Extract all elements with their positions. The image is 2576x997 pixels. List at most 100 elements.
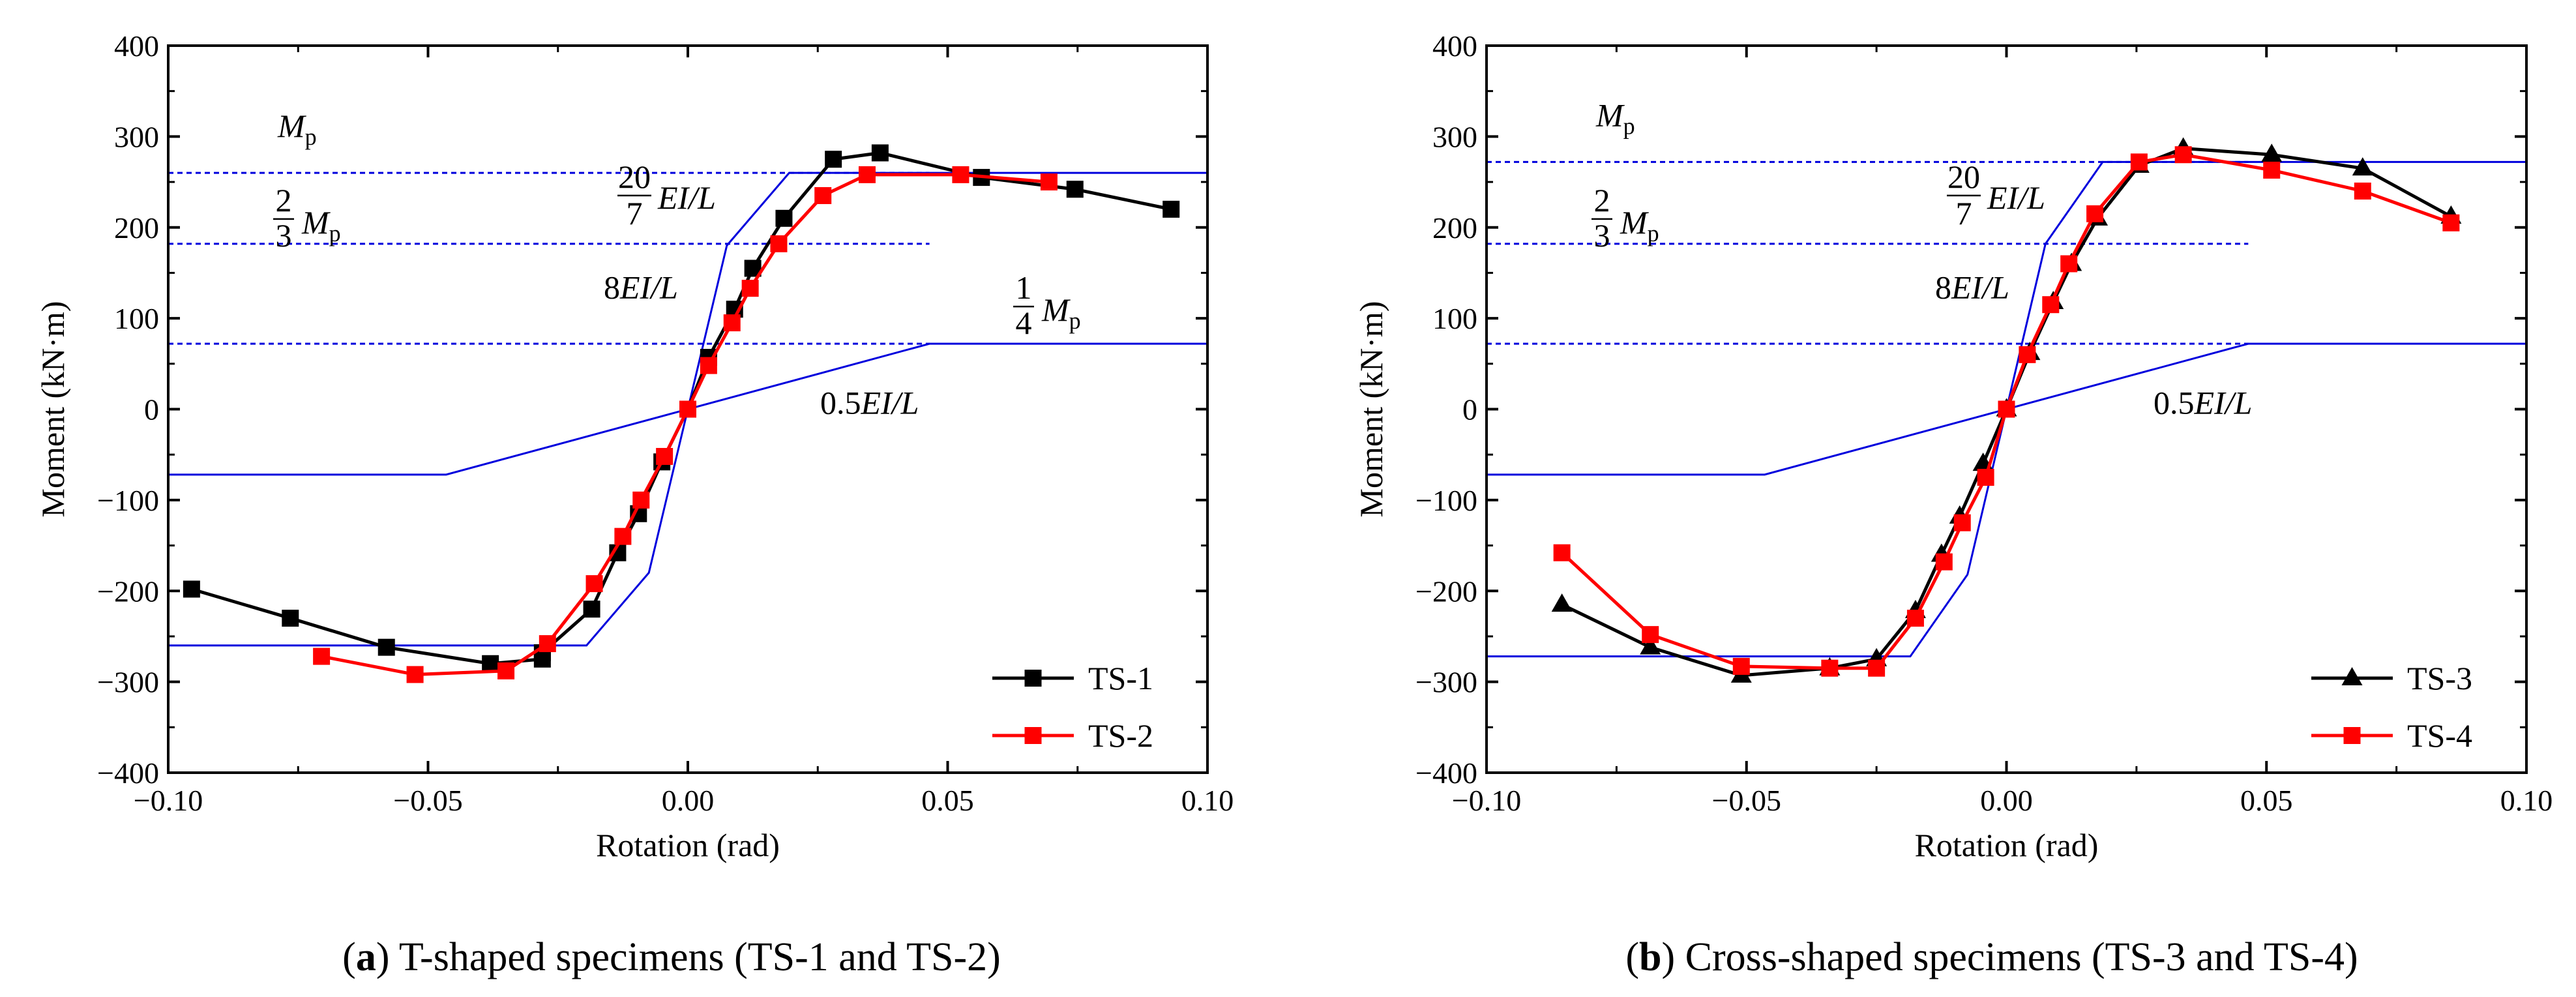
- data-point: [952, 166, 970, 183]
- y-tick-label: 300: [114, 120, 159, 153]
- data-point: [1821, 659, 1839, 677]
- data-point: [313, 647, 331, 665]
- data-point: [2352, 157, 2373, 176]
- data-point: [585, 575, 603, 593]
- data-point: [2019, 346, 2036, 363]
- data-point: [1906, 610, 1924, 627]
- x-tick-label: 0.00: [662, 784, 715, 817]
- data-point: [632, 491, 650, 509]
- legend-marker: [1024, 727, 1042, 744]
- mp-label: Mp: [1595, 97, 1635, 139]
- data-point: [2261, 143, 2283, 162]
- legend-marker: [2341, 667, 2363, 685]
- legend-marker: [1024, 670, 1042, 687]
- y-tick-label: 400: [114, 29, 159, 63]
- x-tick-label: 0.10: [1181, 784, 1234, 817]
- data-point: [539, 635, 556, 653]
- data-point: [2263, 161, 2281, 179]
- x-axis-title: Rotation (rad): [1915, 827, 2099, 863]
- data-point: [1162, 200, 1180, 218]
- y-tick-label: 200: [114, 211, 159, 245]
- y-tick-label: 100: [1432, 302, 1477, 335]
- data-point: [2130, 153, 2148, 171]
- quarter-mp-label: Mp: [1041, 291, 1081, 334]
- data-point: [1868, 659, 1886, 677]
- panel-caption: (b) Cross-shaped specimens (TS-3 and TS-…: [1625, 935, 2358, 979]
- fraction-denominator: 3: [1594, 217, 1610, 254]
- fraction-denominator: 7: [1956, 195, 1972, 231]
- data-point: [2354, 183, 2371, 200]
- chart-panel-a: −400 −300 −200 −100 0 100 200 300 400 −0.10 −0.05 0…: [35, 29, 1234, 979]
- fraction-denominator: 7: [627, 195, 643, 231]
- legend-label: TS-4: [2407, 717, 2472, 754]
- data-point: [1640, 636, 1661, 655]
- data-point: [1977, 469, 1994, 486]
- series-TS-2: [313, 166, 1058, 683]
- data-point: [1953, 514, 1971, 531]
- y-tick-label: −400: [1415, 756, 1477, 790]
- data-point: [282, 610, 299, 627]
- data-point: [614, 528, 632, 545]
- data-point: [741, 280, 759, 297]
- data-point: [378, 638, 395, 656]
- data-point: [871, 144, 889, 162]
- y-tick-label: 100: [114, 302, 159, 335]
- fraction-numerator: 1: [1016, 269, 1032, 306]
- data-point: [2042, 296, 2060, 314]
- legend: TS-3 TS-4: [2311, 660, 2472, 754]
- data-point: [1040, 173, 1058, 191]
- y-tick-label: −300: [97, 666, 159, 699]
- data-point: [2086, 205, 2104, 222]
- y-axis-title: Moment (kN·m): [1353, 301, 1389, 518]
- data-point: [1732, 657, 1750, 675]
- x-tick-label: 0.00: [1980, 784, 2033, 817]
- two-thirds-mp-label: Mp: [1620, 204, 1659, 246]
- data-point: [679, 400, 696, 418]
- legend-label: TS-2: [1088, 717, 1153, 754]
- y-tick-label: −200: [1415, 574, 1477, 608]
- half-ei-l-label: 0.5EI/L: [820, 384, 919, 421]
- data-point: [482, 655, 499, 672]
- data-point: [2442, 214, 2460, 231]
- fraction-denominator: 4: [1016, 305, 1032, 341]
- y-tick-label: −300: [1415, 666, 1477, 699]
- data-point: [497, 662, 515, 679]
- series-line: [321, 173, 1050, 676]
- x-tick-label: 0.05: [921, 784, 974, 817]
- data-point: [814, 186, 832, 204]
- y-tick-label: 0: [144, 393, 159, 426]
- data-point: [775, 209, 793, 227]
- y-tick-label: −400: [97, 756, 159, 790]
- half-ei-l-label: 0.5EI/L: [2154, 384, 2252, 421]
- data-point: [825, 151, 842, 168]
- data-point: [1642, 626, 1659, 644]
- data-point: [2060, 255, 2078, 273]
- legend-marker: [2343, 727, 2361, 744]
- twenty-sevenths-ei-l-label: EI/L: [657, 179, 716, 216]
- data-point: [723, 314, 741, 332]
- two-thirds-mp-label: Mp: [301, 204, 341, 246]
- fraction-numerator: 2: [276, 182, 292, 218]
- data-point: [770, 235, 788, 252]
- data-point: [583, 601, 600, 618]
- data-point: [183, 580, 200, 598]
- x-tick-label: 0.05: [2240, 784, 2293, 817]
- eight-ei-l-label: 8EI/L: [604, 269, 678, 305]
- data-point: [700, 357, 717, 374]
- legend: TS-1 TS-2: [992, 660, 1153, 754]
- data-point: [858, 166, 876, 183]
- mp-label: Mp: [277, 108, 317, 150]
- data-point: [1551, 593, 1573, 612]
- fraction-denominator: 3: [276, 217, 292, 254]
- y-axis-title: Moment (kN·m): [35, 301, 71, 518]
- panel-caption: (a) T-shaped specimens (TS-1 and TS-2): [342, 935, 1001, 979]
- y-tick-label: 0: [1462, 393, 1477, 426]
- x-tick-label: −0.10: [134, 784, 203, 817]
- x-axis-title: Rotation (rad): [596, 827, 780, 863]
- chart-panel-b: −400 −300 −200 −100 0 100 200 300 400 −0.10 −0.05 0…: [1353, 29, 2553, 979]
- y-tick-label: 200: [1432, 211, 1477, 245]
- data-point: [2174, 146, 2192, 164]
- y-tick-label: −200: [97, 574, 159, 608]
- series-TS-4: [1553, 146, 2460, 677]
